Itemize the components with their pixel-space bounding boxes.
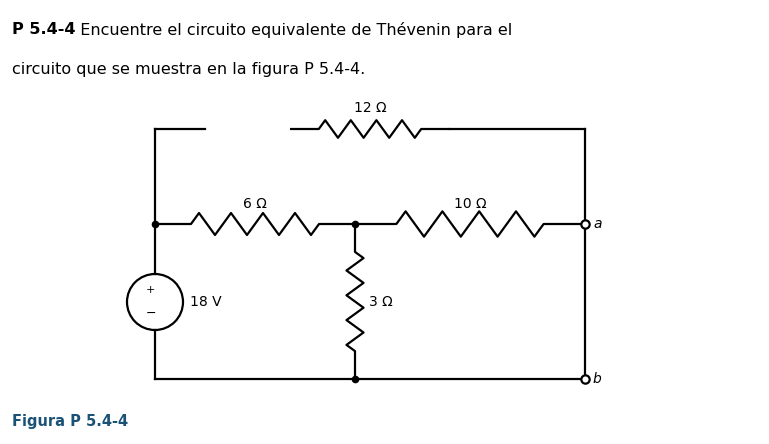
- Text: +: +: [146, 285, 155, 295]
- Text: 18 V: 18 V: [190, 295, 221, 309]
- Text: −: −: [145, 307, 156, 320]
- Text: Figura P 5.4-4: Figura P 5.4-4: [12, 414, 128, 429]
- Text: P 5.4-4: P 5.4-4: [12, 22, 75, 37]
- Text: circuito que se muestra en la figura P 5.4-4.: circuito que se muestra en la figura P 5…: [12, 62, 365, 77]
- Text: 10 Ω: 10 Ω: [454, 197, 486, 211]
- Text: 6 Ω: 6 Ω: [243, 197, 267, 211]
- Text: b: b: [593, 372, 602, 386]
- Text: 12 Ω: 12 Ω: [354, 101, 386, 115]
- Text: Encuentre el circuito equivalente de Thévenin para el: Encuentre el circuito equivalente de Thé…: [70, 22, 512, 38]
- Text: 3 Ω: 3 Ω: [369, 294, 393, 309]
- Text: a: a: [593, 217, 601, 231]
